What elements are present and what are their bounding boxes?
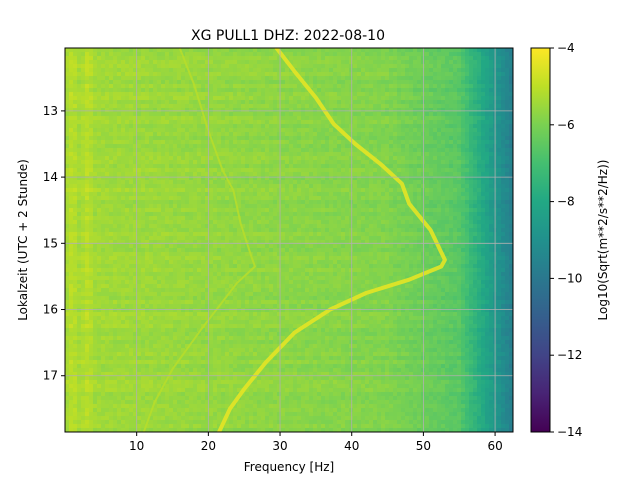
colorbar-axis: −4 −6 −8 −10 −12 −14 [550,41,582,439]
colorbar-label: Log10(Sqrt(m**2/s**2/Hz)) [596,160,610,321]
colorbar-tick-label: −12 [557,348,582,362]
colorbar-tick-label: −10 [557,271,582,285]
x-tick-label: 30 [272,439,287,453]
colorbar-tick-label: −14 [557,425,582,439]
y-tick-label: 13 [43,104,58,118]
grid-lines [65,48,513,432]
x-tick-label: 10 [129,439,144,453]
colorbar-tick-label: −4 [557,41,575,55]
colorbar-tick-label: −8 [557,195,575,209]
x-axis: 10 20 30 40 50 60 [129,432,503,453]
x-axis-label: Frequency [Hz] [244,460,335,474]
colorbar-tick-label: −6 [557,118,575,132]
x-tick-label: 40 [344,439,359,453]
spectral-track-1 [217,48,447,432]
y-axis: 13 14 15 16 17 [43,104,65,383]
plot-frame [64,47,514,433]
y-axis-label: Lokalzeit (UTC + 2 Stunde) [16,159,30,321]
x-tick-label: 50 [416,439,431,453]
y-tick-label: 16 [43,303,58,317]
chart-title: XG PULL1 DHZ: 2022-08-10 [191,28,385,44]
y-tick-label: 17 [43,369,58,383]
y-tick-label: 14 [43,170,58,184]
y-tick-label: 15 [43,236,58,250]
x-tick-label: 20 [201,439,216,453]
x-tick-label: 60 [487,439,502,453]
colorbar [530,47,551,433]
spectrogram-heatmap [65,48,513,432]
